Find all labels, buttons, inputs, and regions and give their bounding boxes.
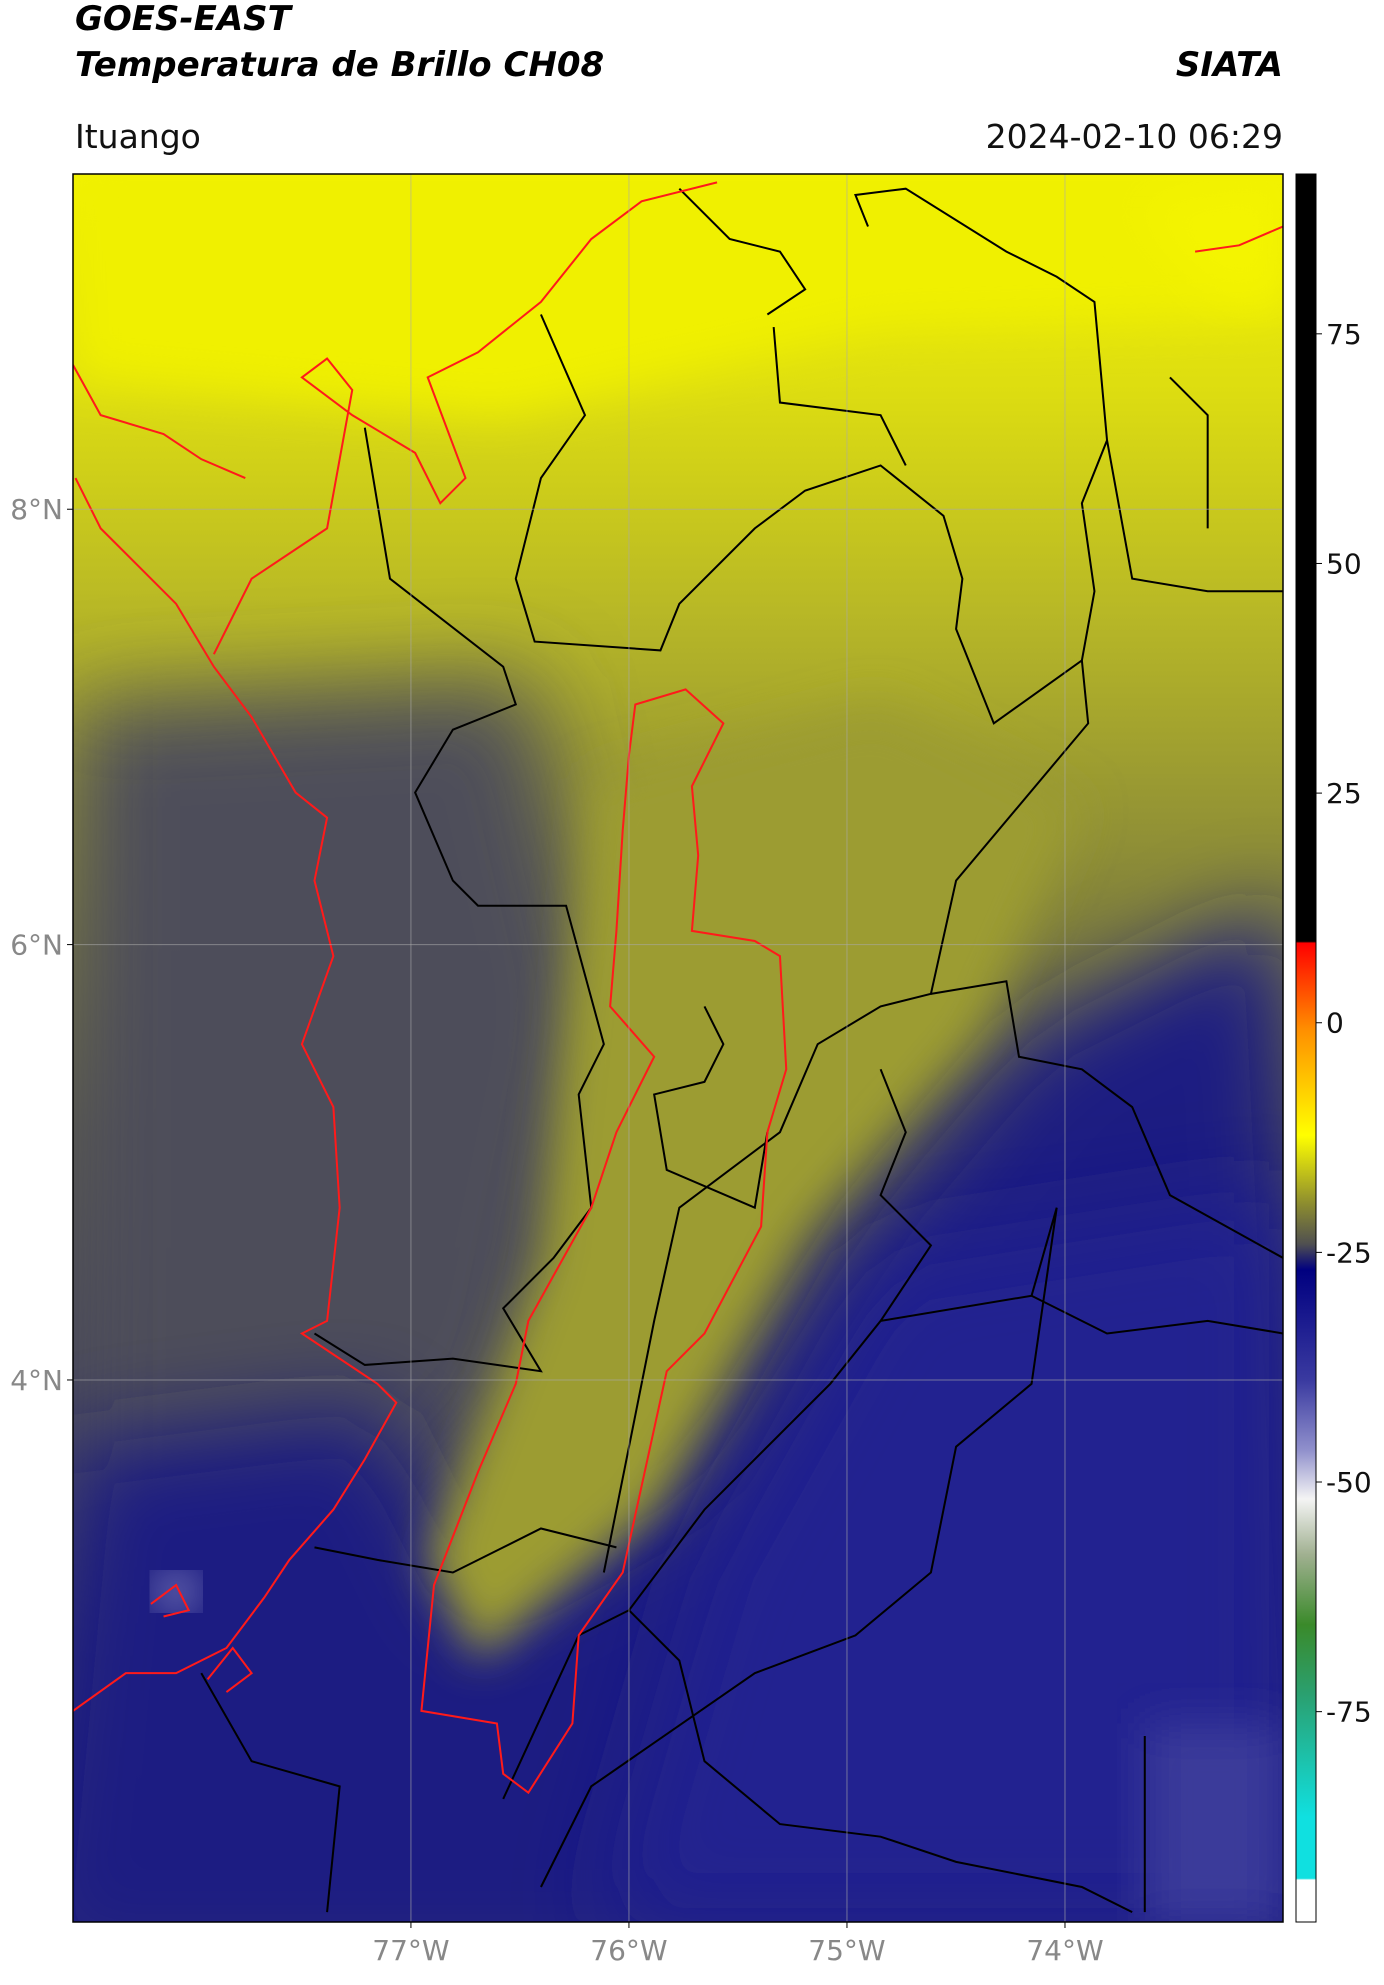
x-tick-label: 74°W [1026, 1934, 1103, 1967]
colorbar-tick-label: 0 [1326, 1007, 1344, 1040]
colorbar-tick-label: 75 [1326, 318, 1362, 351]
y-tick-label: 6°N [10, 929, 63, 962]
datetime: 2024-02-10 06:29 [986, 117, 1283, 156]
x-tick-label: 75°W [808, 1934, 885, 1967]
organization: SIATA [1176, 45, 1283, 85]
colorbar-tick-label: 50 [1326, 547, 1362, 580]
x-tick-label: 76°W [590, 1934, 667, 1967]
colorbar-tick-label: -25 [1326, 1236, 1372, 1269]
subtitle: Temperatura de Brillo CH08 [75, 45, 604, 85]
graticule [73, 174, 1283, 1922]
colorbar-tick-label: -75 [1326, 1696, 1372, 1729]
title: GOES-EAST [75, 0, 294, 39]
colorbar-tick-label: -50 [1326, 1466, 1372, 1499]
map-frame [72, 173, 1284, 1923]
colorbar-tick-label: 25 [1326, 777, 1362, 810]
x-tick-label: 77°W [372, 1934, 449, 1967]
y-tick-label: 4°N [10, 1364, 63, 1397]
y-tick-label: 8°N [10, 493, 63, 526]
location: Ituango [75, 117, 201, 156]
colorbar [1295, 173, 1317, 1923]
map-image [72, 173, 1284, 1923]
